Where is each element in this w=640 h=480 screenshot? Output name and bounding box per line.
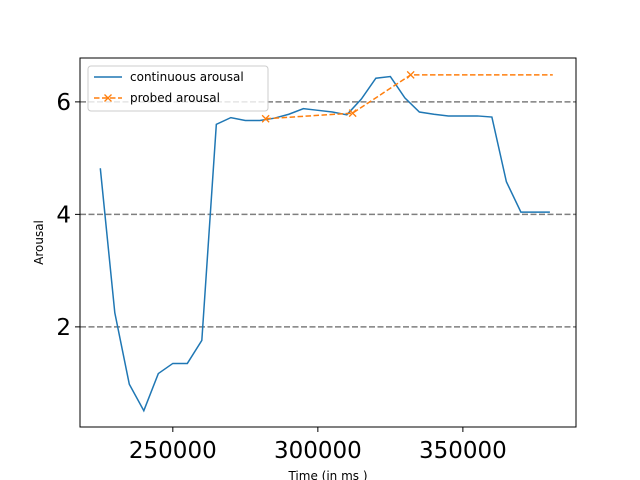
legend-label: continuous arousal — [130, 70, 244, 84]
data-point — [406, 70, 415, 79]
series-line — [265, 74, 553, 120]
legend-entry: continuous arousal — [94, 70, 244, 84]
plot-frame — [79, 57, 577, 428]
y-axis-label: Arousal — [32, 220, 46, 265]
x-tick-label: 250000 — [129, 438, 217, 464]
x-axis-ticks: 250000 300000 350000 — [129, 427, 507, 464]
series-layer — [99, 70, 553, 413]
y-tick-label: 6 — [56, 90, 71, 116]
legend: continuous arousal probed arousal — [87, 65, 269, 112]
reference-lines — [80, 101, 576, 328]
x-axis-label: Time (in ms ) — [287, 469, 367, 480]
y-axis-ticks: 2 4 6 — [56, 90, 80, 341]
data-point — [261, 114, 270, 123]
x-tick-label: 300000 — [274, 438, 362, 464]
series-line — [99, 75, 550, 413]
y-tick-label: 4 — [56, 202, 71, 228]
legend-label: probed arousal — [130, 91, 220, 105]
legend-box — [87, 65, 269, 112]
x-tick-label: 350000 — [419, 438, 507, 464]
legend-entry: probed arousal — [94, 91, 220, 105]
y-tick-label: 2 — [56, 315, 71, 341]
data-point — [348, 109, 357, 118]
